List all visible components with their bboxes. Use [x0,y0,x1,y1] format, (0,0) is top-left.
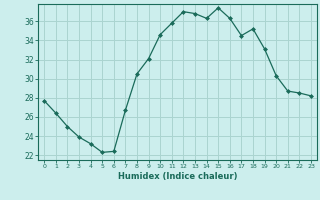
X-axis label: Humidex (Indice chaleur): Humidex (Indice chaleur) [118,172,237,181]
